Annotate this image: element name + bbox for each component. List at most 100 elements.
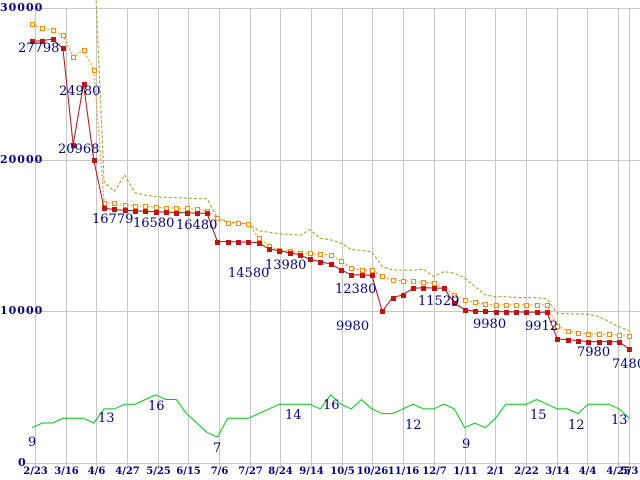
series-red-solid-squares-marker: [545, 310, 550, 315]
series-green-solid-line: [31, 394, 630, 438]
series-orange-dashed-squares-marker: [226, 221, 231, 226]
series-orange-dashed-squares-marker: [504, 303, 509, 308]
series-red-solid-squares-marker: [617, 340, 622, 345]
series-orange-dashed-squares-marker: [246, 222, 251, 227]
series-red-solid-squares-marker: [463, 308, 468, 313]
series-orange-dashed-squares-marker: [236, 221, 241, 226]
series-red-solid-squares-marker: [112, 207, 117, 212]
series-orange-dashed-squares-marker: [514, 303, 519, 308]
series-red-solid-squares-marker: [123, 208, 128, 213]
series-orange-dashed-squares-marker: [627, 334, 632, 339]
series-red-solid-squares-marker: [257, 241, 262, 246]
series-red-solid-squares-marker: [298, 253, 303, 258]
series-red-solid-squares-marker: [205, 211, 210, 216]
series-orange-dashed-squares-marker: [174, 206, 179, 211]
series-red-solid-squares-marker: [535, 310, 540, 315]
series-orange-dashed-squares-marker: [40, 26, 45, 31]
series-orange-dashed-squares-marker: [401, 279, 406, 284]
series-red-solid-squares-marker: [164, 210, 169, 215]
series-red-solid-squares-marker: [40, 39, 45, 44]
series-red-solid-squares-line: [31, 38, 630, 350]
series-orange-dashed-squares-marker: [597, 332, 602, 337]
series-red-solid-squares-marker: [102, 206, 107, 211]
series-red-solid-squares-marker: [411, 286, 416, 291]
series-red-solid-squares-marker: [143, 209, 148, 214]
series-red-solid-squares-marker: [514, 310, 519, 315]
series-orange-dashed-squares-marker: [123, 203, 128, 208]
series-orange-dashed-squares-marker: [545, 303, 550, 308]
series-orange-dashed-squares-marker: [380, 274, 385, 279]
series-orange-dashed-squares-marker: [71, 55, 76, 60]
series-red-solid-squares-marker: [185, 211, 190, 216]
series-red-solid-squares-marker: [267, 247, 272, 252]
series-orange-dashed-squares-marker: [308, 251, 313, 256]
series-red-solid-squares-marker: [555, 337, 560, 342]
series-orange-dashed-squares-marker: [30, 22, 35, 27]
series-red-solid-squares-marker: [442, 286, 447, 291]
series-orange-dashed-squares-marker: [607, 332, 612, 337]
series-orange-dashed-squares-marker: [452, 293, 457, 298]
series-red-solid-squares-marker: [504, 310, 509, 315]
series-orange-dashed-squares-marker: [133, 204, 138, 209]
series-orange-dashed-squares-line: [31, 23, 630, 337]
series-orange-dashed-squares-marker: [82, 48, 87, 53]
series-red-solid-squares-marker: [71, 143, 76, 148]
series-orange-dashed-squares-marker: [586, 332, 591, 337]
series-orange-dashed-squares-marker: [92, 68, 97, 73]
series-orange-dashed-squares-marker: [164, 206, 169, 211]
series-red-solid-squares-marker: [318, 260, 323, 265]
series-red-solid-squares-marker: [432, 286, 437, 291]
series-red-solid-squares-marker: [586, 340, 591, 345]
series-orange-dashed-squares-marker: [432, 281, 437, 286]
series-red-solid-squares-marker: [277, 249, 282, 254]
series-red-solid-squares-marker: [92, 158, 97, 163]
series-red-solid-squares-marker: [236, 240, 241, 245]
series-red-solid-squares-marker: [154, 210, 159, 215]
series-red-solid-squares-marker: [494, 310, 499, 315]
series-red-solid-squares-marker: [370, 273, 375, 278]
series-red-solid-squares-marker: [174, 211, 179, 216]
series-orange-dashed-squares-marker: [483, 302, 488, 307]
series-orange-dashed-squares-marker: [112, 201, 117, 206]
series-orange-dashed-squares-marker: [370, 268, 375, 273]
series-red-solid-squares-marker: [524, 310, 529, 315]
series-orange-dashed-squares-marker: [555, 324, 560, 329]
series-red-solid-squares-marker: [51, 37, 56, 42]
series-red-solid-squares-marker: [226, 240, 231, 245]
series-red-solid-squares-marker: [288, 251, 293, 256]
series-orange-dashed-squares-marker: [195, 207, 200, 212]
series-red-solid-squares-marker: [576, 339, 581, 344]
series-red-solid-squares-marker: [421, 286, 426, 291]
series-red-solid-squares-marker: [82, 82, 87, 87]
series-orange-dashed-squares-marker: [473, 300, 478, 305]
series-red-solid-squares-marker: [607, 340, 612, 345]
series-red-solid-squares-marker: [308, 257, 313, 262]
series-red-solid-squares-marker: [61, 46, 66, 51]
series-orange-dashed-squares-marker: [318, 252, 323, 257]
series-orange-dashed-squares-marker: [535, 303, 540, 308]
series-red-solid-squares-marker: [246, 240, 251, 245]
series-red-solid-squares-marker: [566, 338, 571, 343]
series-orange-dashed-squares-marker: [339, 259, 344, 264]
series-orange-dashed-squares-marker: [61, 33, 66, 38]
series-olive-dashed-line: [95, 0, 630, 332]
series-red-solid-squares-marker: [597, 340, 602, 345]
series-orange-dashed-squares-marker: [391, 278, 396, 283]
series-orange-dashed-squares-marker: [494, 303, 499, 308]
series-orange-dashed-squares-marker: [154, 205, 159, 210]
series-orange-dashed-squares-marker: [185, 206, 190, 211]
series-red-solid-squares-marker: [215, 240, 220, 245]
series-orange-dashed-squares-marker: [329, 253, 334, 258]
series-orange-dashed-squares-marker: [215, 216, 220, 221]
series-red-solid-squares-marker: [452, 301, 457, 306]
series-orange-dashed-squares-marker: [360, 268, 365, 273]
series-red-solid-squares-marker: [349, 273, 354, 278]
series-orange-dashed-squares-marker: [421, 280, 426, 285]
series-orange-dashed-squares-marker: [617, 333, 622, 338]
series-orange-dashed-squares-marker: [576, 331, 581, 336]
series-red-solid-squares-marker: [339, 268, 344, 273]
series-red-solid-squares-marker: [483, 309, 488, 314]
series-red-solid-squares-marker: [195, 211, 200, 216]
series-red-solid-squares-marker: [627, 347, 632, 352]
